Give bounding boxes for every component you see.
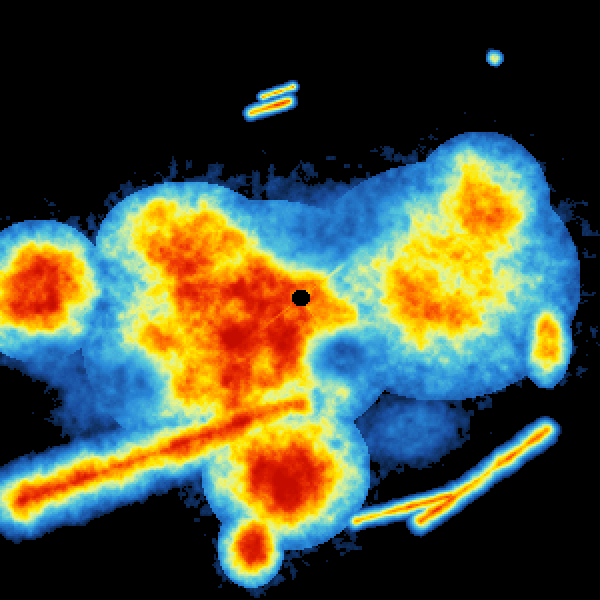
radar-reflectivity-view: dBZ Mesoscale convective system centered… [0,0,600,600]
radar-reflectivity-canvas [0,0,600,600]
